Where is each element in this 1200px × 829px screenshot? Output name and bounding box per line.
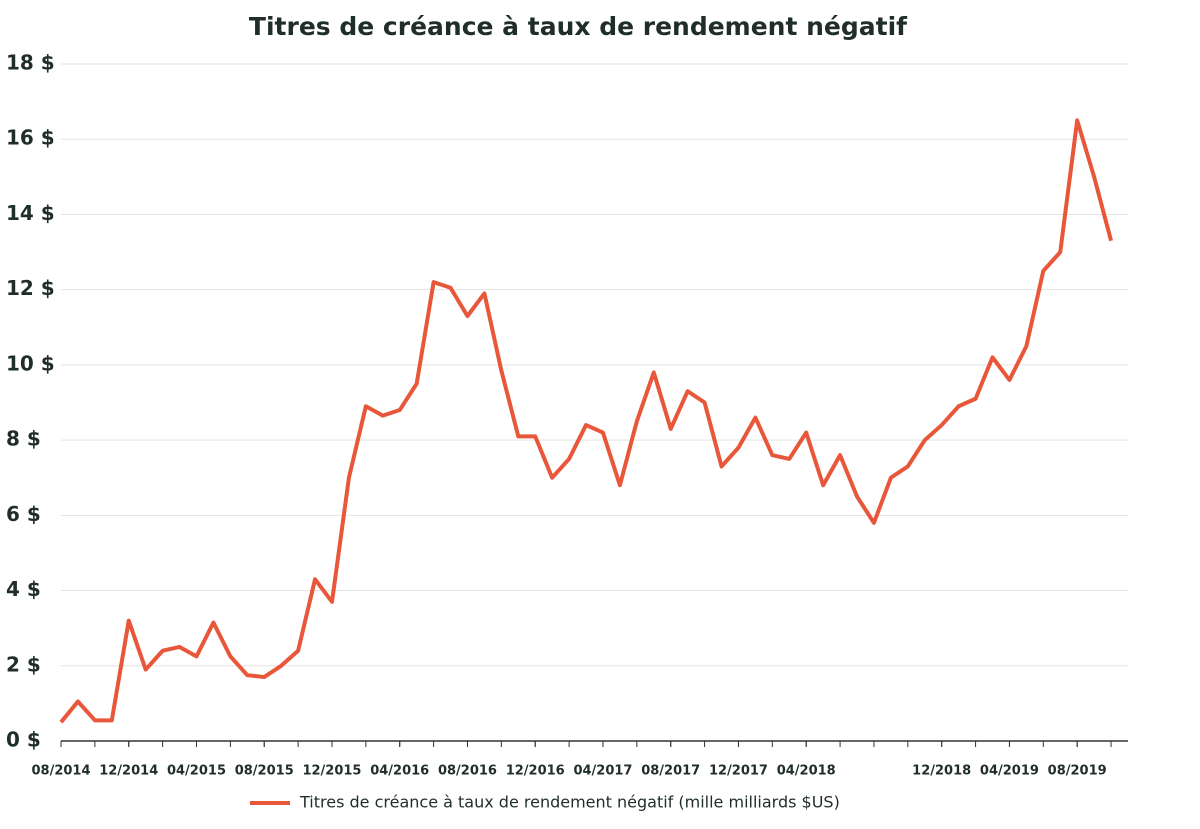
data-line	[59, 118, 1113, 724]
x-tick-label: 04/2016	[370, 764, 429, 779]
x-tick-label: 08/2017	[641, 764, 700, 779]
x-tick-label: 04/2015	[167, 764, 226, 779]
x-tick-label: 08/2019	[1048, 764, 1107, 779]
x-tick-label: 08/2014	[31, 764, 90, 779]
x-tick-label: 12/2016	[506, 764, 565, 779]
y-tick-label: 16 $	[6, 126, 55, 150]
y-tick-label: 14 $	[6, 201, 55, 225]
y-tick-label: 2 $	[6, 652, 41, 676]
x-tick-label: 08/2015	[235, 764, 294, 779]
x-tick-label: 12/2015	[302, 764, 361, 779]
y-tick-label: 12 $	[6, 276, 55, 300]
x-tick-label: 04/2018	[777, 764, 836, 779]
y-tick-label: 4 $	[6, 577, 41, 601]
y-tick-label: 0 $	[6, 728, 41, 752]
x-tick-label: 04/2017	[573, 764, 632, 779]
x-tick-label: 12/2018	[912, 764, 971, 779]
y-tick-label: 18 $	[6, 51, 55, 75]
x-tick-label: 08/2016	[438, 764, 497, 779]
legend-label: Titres de créance à taux de rendement né…	[299, 793, 840, 812]
chart-title: Titres de créance à taux de rendement né…	[249, 12, 908, 41]
x-tick-label: 12/2014	[99, 764, 158, 779]
x-tick-label: 04/2019	[980, 764, 1039, 779]
y-tick-label: 10 $	[6, 351, 55, 375]
y-tick-label: 6 $	[6, 502, 41, 526]
x-tick-label: 12/2017	[709, 764, 768, 779]
y-tick-label: 8 $	[6, 427, 41, 451]
